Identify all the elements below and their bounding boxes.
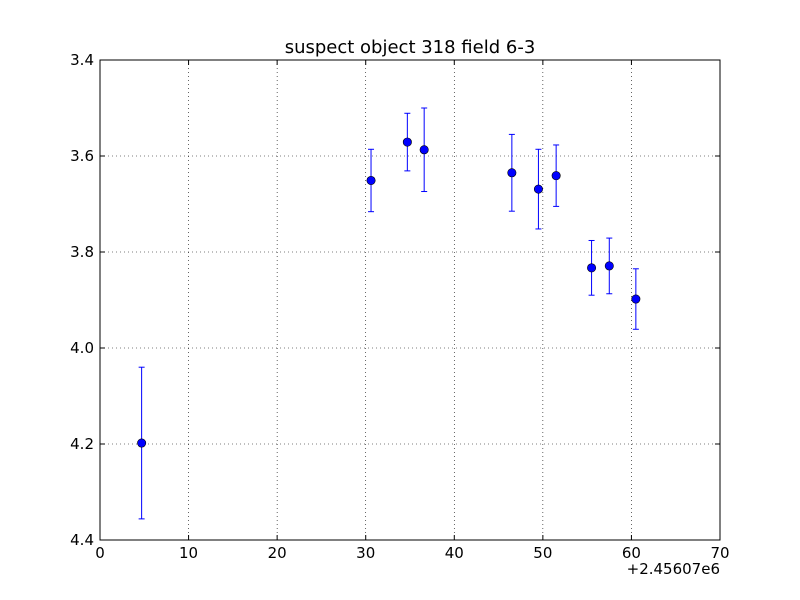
x-tick-label: 40 — [445, 544, 464, 562]
x-tick-label: 70 — [710, 544, 729, 562]
y-tick-label: 3.8 — [70, 243, 94, 261]
x-tick-label: 20 — [268, 544, 287, 562]
data-point — [366, 175, 376, 185]
data-point — [533, 184, 543, 194]
y-tick-label: 3.6 — [70, 147, 94, 165]
x-tick-label: 50 — [533, 544, 552, 562]
data-point — [604, 261, 614, 271]
ticks — [99, 59, 721, 541]
data-point — [631, 294, 641, 304]
x-tick-label: 10 — [179, 544, 198, 562]
data-point — [402, 137, 412, 147]
y-tick-label: 4.2 — [70, 435, 94, 453]
x-tick-label: 0 — [95, 544, 105, 562]
data-point — [419, 145, 429, 155]
data-point — [507, 168, 517, 178]
y-tick-labels: 3.4 3.6 3.8 4.0 4.2 4.4 — [70, 51, 94, 549]
data-point — [551, 171, 561, 181]
chart-title: suspect object 318 field 6-3 — [285, 37, 536, 58]
x-tick-label: 60 — [622, 544, 641, 562]
x-tick-label: 30 — [356, 544, 375, 562]
plot-frame — [99, 59, 721, 541]
data-point — [587, 263, 597, 273]
y-tick-label: 4.4 — [70, 531, 94, 549]
x-tick-labels: 0 10 20 30 40 50 60 70 — [95, 544, 729, 562]
data-point — [137, 438, 147, 448]
data-points — [137, 137, 641, 448]
y-tick-label: 3.4 — [70, 51, 94, 69]
y-tick-label: 4.0 — [70, 339, 94, 357]
grid — [100, 60, 720, 540]
x-offset-label: +2.45607e6 — [627, 560, 720, 578]
